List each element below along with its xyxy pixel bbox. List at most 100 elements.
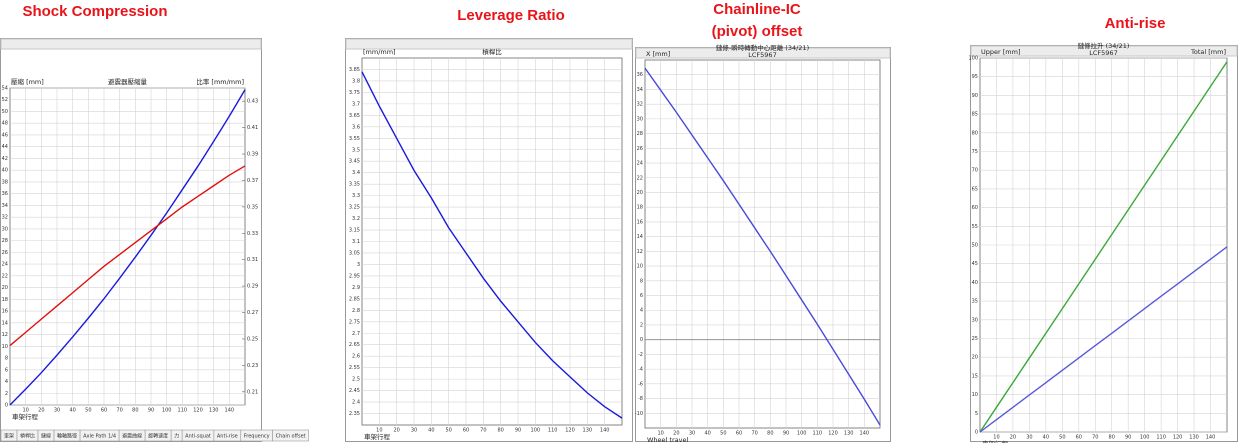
y-tick-label: 3.3 (352, 193, 360, 199)
toolbar (0, 38, 262, 50)
y-tick-label: 50 (972, 243, 978, 249)
x-tick-label: 100 (1140, 435, 1150, 441)
y-tick-label: 2 (5, 391, 8, 397)
y-tick-label: 3.5 (352, 147, 360, 153)
y-tick-label: 6 (5, 367, 8, 373)
chart-title: 槓桿比 (482, 47, 502, 56)
y-tick-label: 0 (975, 430, 978, 436)
tab-label[interactable]: 鏈線 (41, 433, 51, 440)
x-axis-label: 車架行程 (364, 432, 391, 441)
x-tick-label: 140 (225, 408, 235, 414)
x-tick-label: 80 (1109, 435, 1115, 441)
y-tick-label: 80 (972, 130, 978, 136)
x-tick-label: 90 (783, 431, 789, 437)
y-tick-label: 38 (2, 179, 8, 185)
y-tick-label: 26 (2, 250, 8, 256)
x-tick-label: 130 (1189, 435, 1199, 441)
y-tick-label: -10 (635, 411, 643, 417)
x-tick-label: 100 (797, 431, 807, 437)
y-tick-label: 2 (640, 322, 643, 328)
x-tick-label: 80 (132, 408, 138, 414)
y2-tick-label: 0.41 (247, 125, 258, 131)
panel-heading: Anti-rise (1105, 15, 1166, 32)
tab-label[interactable]: 旋轉速度 (148, 433, 168, 440)
data-line (644, 67, 881, 426)
x-tick-label: 100 (162, 408, 172, 414)
data-line (979, 61, 1228, 433)
y-tick-label: -2 (638, 352, 643, 358)
tab-label[interactable]: 槓桿比 (20, 433, 35, 440)
y-tick-label: 95 (972, 74, 978, 80)
y-tick-label: 12 (637, 249, 643, 255)
tab-label[interactable]: Chain offset (276, 434, 306, 440)
x-tick-label: 140 (860, 431, 870, 437)
y-tick-label: 44 (2, 144, 8, 150)
x-tick-label: 50 (445, 428, 451, 434)
y-tick-label: 40 (972, 280, 978, 286)
panel-heading: (pivot) offset (712, 23, 803, 40)
y-tick-label: 3.15 (349, 228, 360, 234)
x-axis-label: 車架行程 (12, 412, 39, 421)
tab-label[interactable]: 力 (174, 433, 179, 440)
y-tick-label: 28 (2, 238, 8, 244)
x-tick-label: 10 (22, 408, 28, 414)
tab-label[interactable]: Anti-rise (217, 434, 238, 440)
x-tick-label: 70 (480, 428, 486, 434)
y-tick-label: 3.45 (349, 159, 360, 165)
x-tick-label: 90 (515, 428, 521, 434)
y-tick-label: 36 (637, 72, 643, 78)
x-tick-label: 50 (85, 408, 91, 414)
tab-label[interactable]: Anti-squat (185, 434, 211, 440)
plot-area (644, 59, 881, 429)
y2-tick-label: 0.29 (247, 284, 258, 290)
y-tick-label: 52 (2, 97, 8, 103)
y-tick-label: 3.25 (349, 205, 360, 211)
y-tick-label: 32 (637, 102, 643, 108)
y-tick-label: 4 (5, 379, 8, 385)
y-tick-label: 16 (637, 219, 643, 225)
x-tick-label: 80 (767, 431, 773, 437)
y-tick-label: 3.7 (352, 101, 360, 107)
y-tick-label: 3.8 (352, 78, 360, 84)
y-tick-label: 90 (972, 93, 978, 99)
y-tick-label: 2.55 (349, 365, 360, 371)
toolbar (970, 45, 1238, 57)
tab-label[interactable]: 車架 (4, 433, 14, 440)
y-tick-label: -6 (638, 381, 643, 387)
x-tick-label: 50 (720, 431, 726, 437)
tab-label[interactable]: Axle Path 1/4 (83, 434, 116, 440)
x-tick-label: 100 (531, 428, 541, 434)
x-tick-label: 30 (54, 408, 60, 414)
y-tick-label: 26 (637, 146, 643, 152)
y-tick-label: 8 (640, 278, 643, 284)
x-axis-label: Wheel travel (647, 436, 688, 443)
y-tick-label: 4 (640, 308, 643, 314)
x-tick-label: 120 (1173, 435, 1183, 441)
y-tick-label: 30 (637, 116, 643, 122)
tab-label[interactable]: Frequency (244, 434, 270, 440)
x-tick-label: 90 (148, 408, 154, 414)
y-tick-label: 3.4 (352, 170, 360, 176)
y-tick-label: 55 (972, 224, 978, 230)
tab-label[interactable]: 輪軸路徑 (57, 433, 77, 440)
y-tick-label: 75 (972, 149, 978, 155)
x-tick-label: 80 (497, 428, 503, 434)
y-tick-label: 28 (637, 131, 643, 137)
y-tick-label: -4 (638, 367, 643, 373)
y-tick-label: 2.5 (352, 377, 360, 383)
x-tick-label: 10 (376, 428, 382, 434)
chart-title: 鏈條-瞬時轉動中心距離 (34/21) (716, 43, 809, 52)
data-line (9, 165, 246, 347)
x-tick-label: 40 (1043, 435, 1049, 441)
y-tick-label: 18 (2, 297, 8, 303)
x-tick-label: 110 (813, 431, 823, 437)
x-tick-label: 10 (657, 431, 663, 437)
x-tick-label: 110 (548, 428, 558, 434)
x-tick-label: 110 (178, 408, 188, 414)
y-tick-label: 3.1 (352, 239, 360, 245)
tab[interactable] (272, 429, 309, 442)
x-tick-label: 60 (463, 428, 469, 434)
y-tick-label: 2.65 (349, 342, 360, 348)
tab-label[interactable]: 避震曲線 (122, 433, 142, 440)
y-tick-label: 100 (968, 56, 978, 62)
